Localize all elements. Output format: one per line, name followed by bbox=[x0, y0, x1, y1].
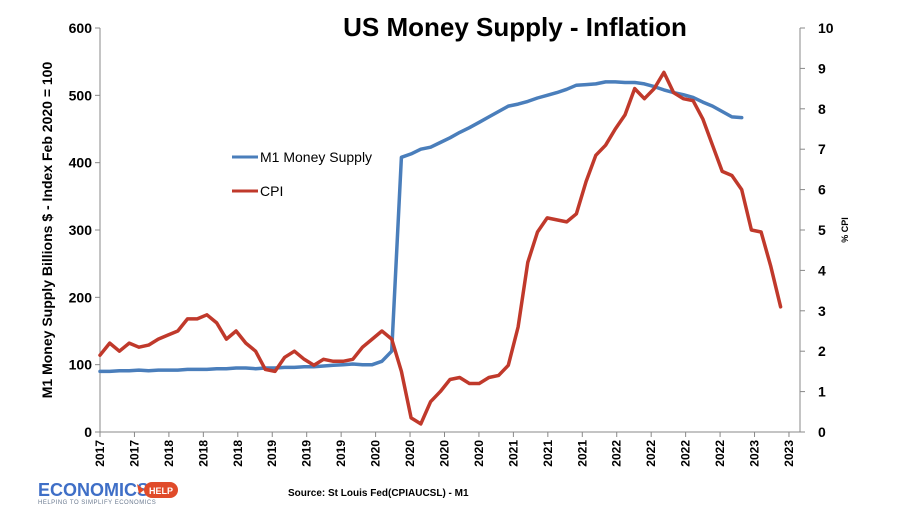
x-tick-label: 2021 bbox=[541, 440, 555, 467]
legend-label-cpi: CPI bbox=[260, 183, 283, 199]
y-axis-label: M1 Money Supply Billions $ - Index Feb 2… bbox=[39, 62, 55, 399]
x-tick-label: 2019 bbox=[300, 440, 314, 467]
x-axis-ticks: 2017 2017 2018 2018 2018 2019 2019 2019 2020 2020… bbox=[93, 432, 796, 467]
y-tick-label: 200 bbox=[69, 289, 93, 305]
axes bbox=[99, 28, 801, 433]
series-group bbox=[98, 70, 783, 426]
x-tick-label: 2018 bbox=[231, 440, 245, 467]
x-tick-label: 2019 bbox=[334, 440, 348, 467]
chart-title: US Money Supply - Inflation bbox=[343, 12, 687, 42]
x-tick-label: 2023 bbox=[782, 440, 796, 467]
x-tick-label: 2017 bbox=[127, 440, 141, 467]
x-tick-label: 2022 bbox=[679, 440, 693, 467]
source-note: Source: St Louis Fed(CPIAUCSL) - M1 bbox=[288, 488, 469, 499]
y2-tick-label: 9 bbox=[818, 60, 826, 76]
y2-tick-label: 6 bbox=[818, 182, 826, 198]
y2-tick-label: 0 bbox=[818, 424, 826, 440]
logo-badge-shape bbox=[144, 482, 178, 498]
x-tick-label: 2021 bbox=[506, 440, 520, 467]
x-tick-label: 2022 bbox=[610, 440, 624, 467]
legend: M1 Money Supply CPI bbox=[232, 149, 372, 199]
logo-badge-tail bbox=[137, 484, 144, 494]
x-tick-label: 2020 bbox=[369, 440, 383, 467]
series-line-m1 bbox=[98, 80, 744, 374]
y-tick-label: 0 bbox=[84, 424, 92, 440]
y2-tick-label: 4 bbox=[818, 262, 826, 278]
y2-tick-label: 1 bbox=[818, 384, 826, 400]
y2-tick-label: 5 bbox=[818, 222, 826, 238]
y2-tick-label: 10 bbox=[818, 20, 834, 36]
y2-axis-label: % CPI bbox=[840, 217, 850, 243]
x-tick-label: 2017 bbox=[93, 440, 107, 467]
x-tick-label: 2020 bbox=[403, 440, 417, 467]
economics-help-logo: ECONOMICS HELP HELPING TO SIMPLIFY ECONO… bbox=[38, 480, 178, 506]
logo-badge-text: HELP bbox=[149, 486, 173, 496]
x-tick-label: 2018 bbox=[162, 440, 176, 467]
x-tick-label: 2018 bbox=[196, 440, 210, 467]
y-tick-label: 400 bbox=[69, 155, 93, 171]
y2-axis-ticks: 0 1 2 3 4 5 6 7 8 9 10 bbox=[800, 20, 834, 440]
y-tick-label: 500 bbox=[69, 87, 93, 103]
y-axis-ticks: 0 100 200 300 400 500 600 bbox=[69, 20, 100, 440]
x-tick-label: 2021 bbox=[575, 440, 589, 467]
y2-tick-label: 7 bbox=[818, 141, 826, 157]
x-tick-label: 2020 bbox=[472, 440, 486, 467]
x-tick-label: 2022 bbox=[713, 440, 727, 467]
y-tick-label: 100 bbox=[69, 357, 93, 373]
logo-tagline: HELPING TO SIMPLIFY ECONOMICS bbox=[38, 500, 156, 506]
x-tick-label: 2023 bbox=[748, 440, 762, 467]
y2-tick-label: 2 bbox=[818, 343, 826, 359]
y2-tick-label: 3 bbox=[818, 303, 826, 319]
y2-tick-label: 8 bbox=[818, 101, 826, 117]
y-tick-label: 300 bbox=[69, 222, 93, 238]
y-tick-label: 600 bbox=[69, 20, 93, 36]
x-tick-label: 2020 bbox=[437, 440, 451, 467]
legend-label-m1: M1 Money Supply bbox=[260, 149, 372, 165]
logo-wordmark: ECONOMICS bbox=[38, 480, 149, 500]
series-line-cpi bbox=[98, 70, 783, 426]
x-tick-label: 2019 bbox=[265, 440, 279, 467]
x-tick-label: 2022 bbox=[644, 440, 658, 467]
